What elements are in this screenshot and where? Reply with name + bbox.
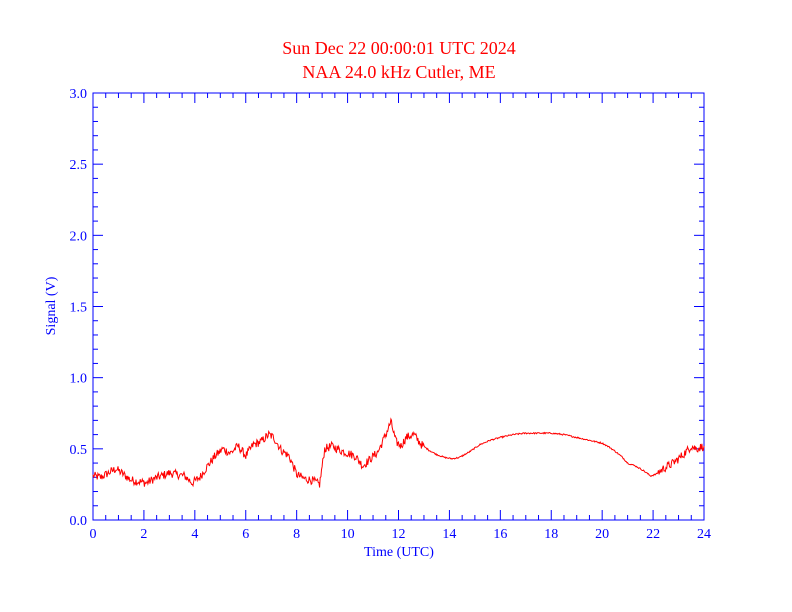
x-tick-label: 6 xyxy=(242,527,249,542)
major-ticks xyxy=(92,92,705,521)
series-layer xyxy=(92,417,705,488)
x-tick-label: 4 xyxy=(191,527,198,542)
x-tick-label: 24 xyxy=(697,527,711,542)
chart-subtitle: NAA 24.0 kHz Cutler, ME xyxy=(302,62,495,82)
y-tick-label: 2.5 xyxy=(70,158,88,173)
x-tick-label: 2 xyxy=(140,527,147,542)
y-tick-label: 0.0 xyxy=(70,514,88,529)
plot-frame xyxy=(92,92,705,521)
y-axis-label: Signal (V) xyxy=(44,276,59,335)
y-tick-label: 0.5 xyxy=(70,443,88,458)
x-tick-label: 14 xyxy=(442,527,456,542)
signal-series-line xyxy=(92,417,705,488)
y-tick-labels: 0.0 0.5 1.0 1.5 2.0 2.5 3.0 xyxy=(70,87,88,529)
y-tick-label: 3.0 xyxy=(70,87,88,102)
y-tick-label: 1.5 xyxy=(70,301,88,316)
x-tick-label: 16 xyxy=(493,527,507,542)
y-tick-label: 2.0 xyxy=(70,229,88,244)
chart-title: Sun Dec 22 00:00:01 UTC 2024 xyxy=(282,38,516,58)
x-tick-label: 20 xyxy=(595,527,609,542)
x-tick-label: 12 xyxy=(392,527,406,542)
y-tick-label: 1.0 xyxy=(70,372,88,387)
x-tick-label: 22 xyxy=(646,527,660,542)
x-tick-label: 8 xyxy=(293,527,300,542)
x-axis-label: Time (UTC) xyxy=(364,545,434,560)
x-tick-label: 18 xyxy=(544,527,558,542)
x-tick-labels: 0 2 4 6 8 10 12 14 16 18 20 22 24 xyxy=(90,527,712,542)
x-tick-label: 0 xyxy=(90,527,97,542)
minor-ticks xyxy=(93,93,704,520)
x-tick-label: 10 xyxy=(341,527,355,542)
